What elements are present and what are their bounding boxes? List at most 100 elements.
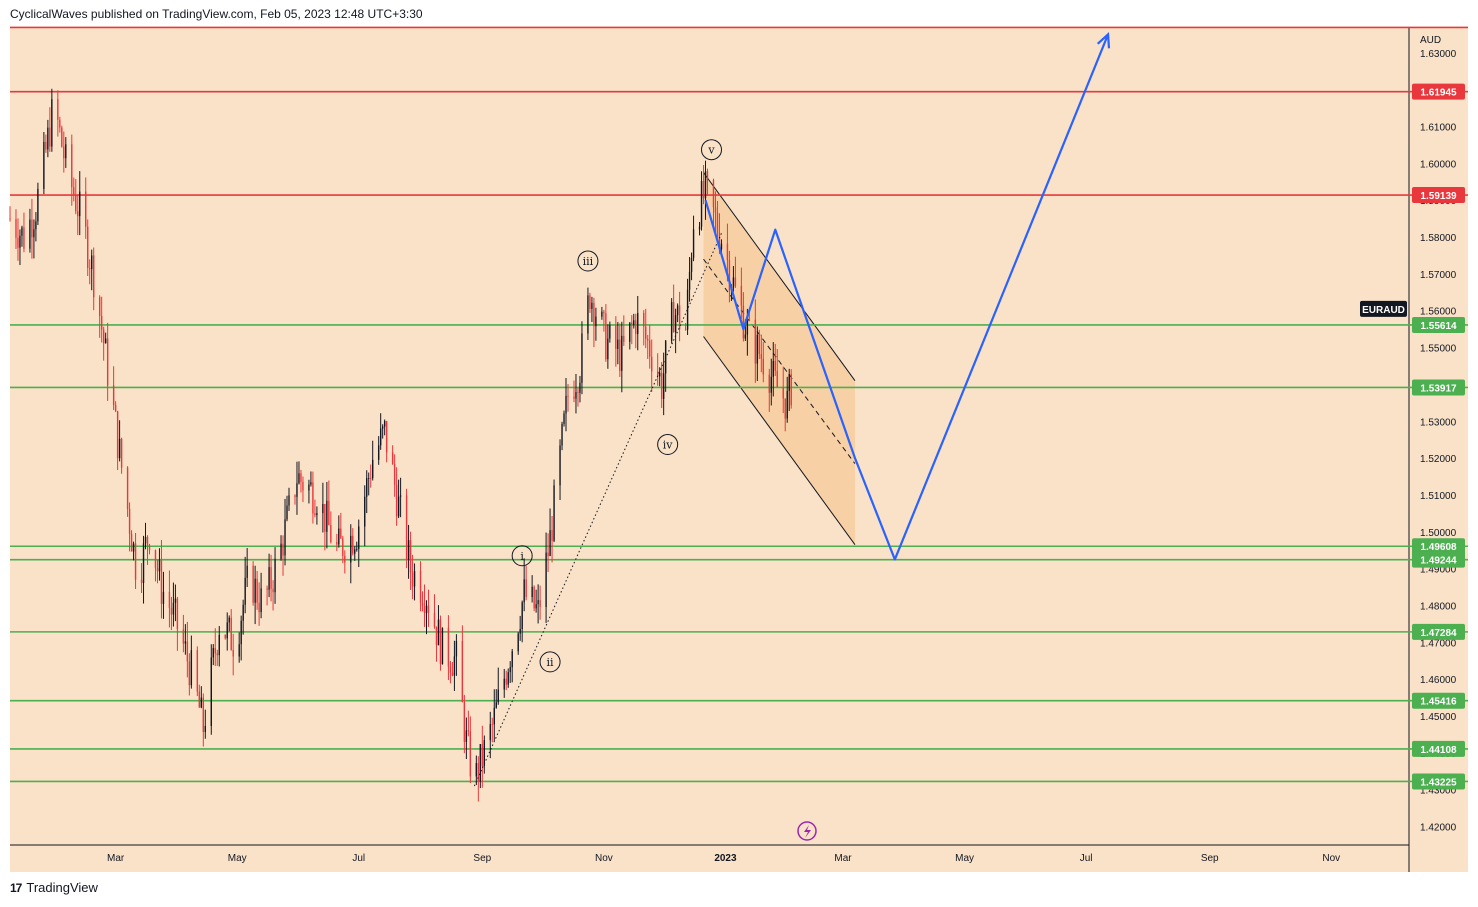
- candle-body: [503, 678, 505, 690]
- candle-body: [537, 600, 539, 605]
- candle-body: [577, 392, 579, 393]
- candle-body: [435, 626, 438, 646]
- candle-body: [100, 315, 103, 330]
- candle-body: [637, 313, 639, 334]
- candle-body: [772, 360, 774, 377]
- candle-body: [383, 420, 386, 427]
- candle-body: [660, 372, 663, 399]
- candle-body: [419, 571, 422, 603]
- candle-body: [252, 565, 254, 603]
- candle-body: [439, 619, 442, 665]
- candle-body: [338, 528, 340, 545]
- symbol-tag: [1360, 300, 1407, 317]
- candle-body: [545, 552, 547, 608]
- candle-body: [300, 473, 302, 482]
- candle-body: [274, 558, 276, 593]
- price-tick-label: 1.51000: [1420, 491, 1457, 502]
- price-tag: [1412, 623, 1465, 640]
- candle-body: [154, 550, 157, 569]
- candle-body: [385, 420, 388, 453]
- price-tag-label: 1.59139: [1420, 191, 1457, 202]
- candle-body: [714, 207, 717, 213]
- candle-body: [268, 567, 270, 590]
- candle-body: [716, 212, 719, 233]
- candle-body: [342, 538, 344, 556]
- candle-body: [441, 627, 444, 665]
- candle-body: [85, 191, 87, 227]
- candle-body: [489, 724, 491, 741]
- price-tag: [1412, 773, 1465, 790]
- price-tag: [1412, 187, 1465, 204]
- candle-body: [202, 697, 205, 732]
- candle-body: [605, 313, 607, 360]
- candle-body: [658, 372, 661, 377]
- price-tag: [1412, 379, 1465, 396]
- candle-body: [280, 543, 282, 559]
- candle-body: [688, 271, 691, 290]
- candle-body: [89, 268, 91, 270]
- candle-body: [352, 535, 354, 554]
- candle-body: [104, 338, 107, 344]
- candle-body: [734, 277, 737, 286]
- price-tick-label: 1.55000: [1420, 344, 1457, 355]
- candle-body: [324, 503, 326, 532]
- candle-body: [142, 543, 145, 584]
- candle-body: [593, 302, 595, 327]
- flash-icon[interactable]: [797, 821, 817, 841]
- candle-body: [162, 591, 165, 604]
- candle-body: [336, 542, 338, 545]
- candle-body: [190, 650, 193, 686]
- candle-body: [31, 219, 33, 238]
- tradingview-logo-icon: 17: [10, 880, 22, 895]
- price-tick-label: 1.61000: [1420, 122, 1457, 133]
- candle-body: [238, 644, 240, 657]
- price-tag-label: 1.45416: [1420, 697, 1457, 708]
- time-tick-label: Mar: [107, 853, 125, 864]
- candle-body: [134, 543, 137, 580]
- candle-body: [497, 689, 499, 703]
- candle-body: [260, 588, 262, 613]
- candle-body: [266, 588, 268, 590]
- price-tag-label: 1.44108: [1420, 745, 1457, 756]
- candle-body: [433, 612, 436, 627]
- candle-body: [451, 672, 454, 676]
- candle-body: [670, 302, 673, 341]
- candle-body: [128, 508, 131, 534]
- candle-body: [366, 478, 368, 497]
- candle-body: [71, 144, 73, 188]
- candle-body: [210, 657, 212, 727]
- candle-body: [57, 99, 59, 120]
- candle-body: [631, 322, 633, 326]
- candle-body: [447, 627, 450, 667]
- candle-body: [184, 641, 187, 644]
- candle-body: [565, 395, 567, 414]
- candle-body: [521, 602, 523, 629]
- candle-body: [140, 579, 143, 584]
- candle-body: [493, 707, 495, 725]
- candle-body: [393, 464, 396, 485]
- candle-body: [702, 181, 705, 199]
- candle-body: [168, 591, 171, 608]
- price-tick-label: 1.58000: [1420, 233, 1457, 244]
- candle-body: [170, 607, 173, 615]
- candle-body: [609, 325, 611, 339]
- candle-body: [73, 187, 75, 196]
- candle-body: [130, 533, 133, 552]
- candle-body: [244, 577, 246, 605]
- candle-body: [453, 656, 456, 676]
- candle-body: [35, 221, 37, 230]
- time-axis[interactable]: Mar May Jul Sep Nov 2023 Mar May Jul Sep Nov: [107, 853, 1340, 864]
- candle-body: [421, 602, 424, 607]
- wave-label-circle: [700, 139, 722, 161]
- price-tag: [1412, 83, 1465, 100]
- candle-body: [118, 438, 121, 459]
- footer-brand[interactable]: 17 TradingView: [10, 880, 98, 895]
- candle-body: [65, 144, 67, 159]
- candle-body: [437, 619, 440, 646]
- candle-body: [770, 376, 772, 393]
- candle-body: [463, 702, 466, 742]
- price-tick-label: 1.56000: [1420, 307, 1457, 318]
- price-tag-label: 1.53917: [1420, 383, 1457, 394]
- candle-body: [230, 617, 232, 650]
